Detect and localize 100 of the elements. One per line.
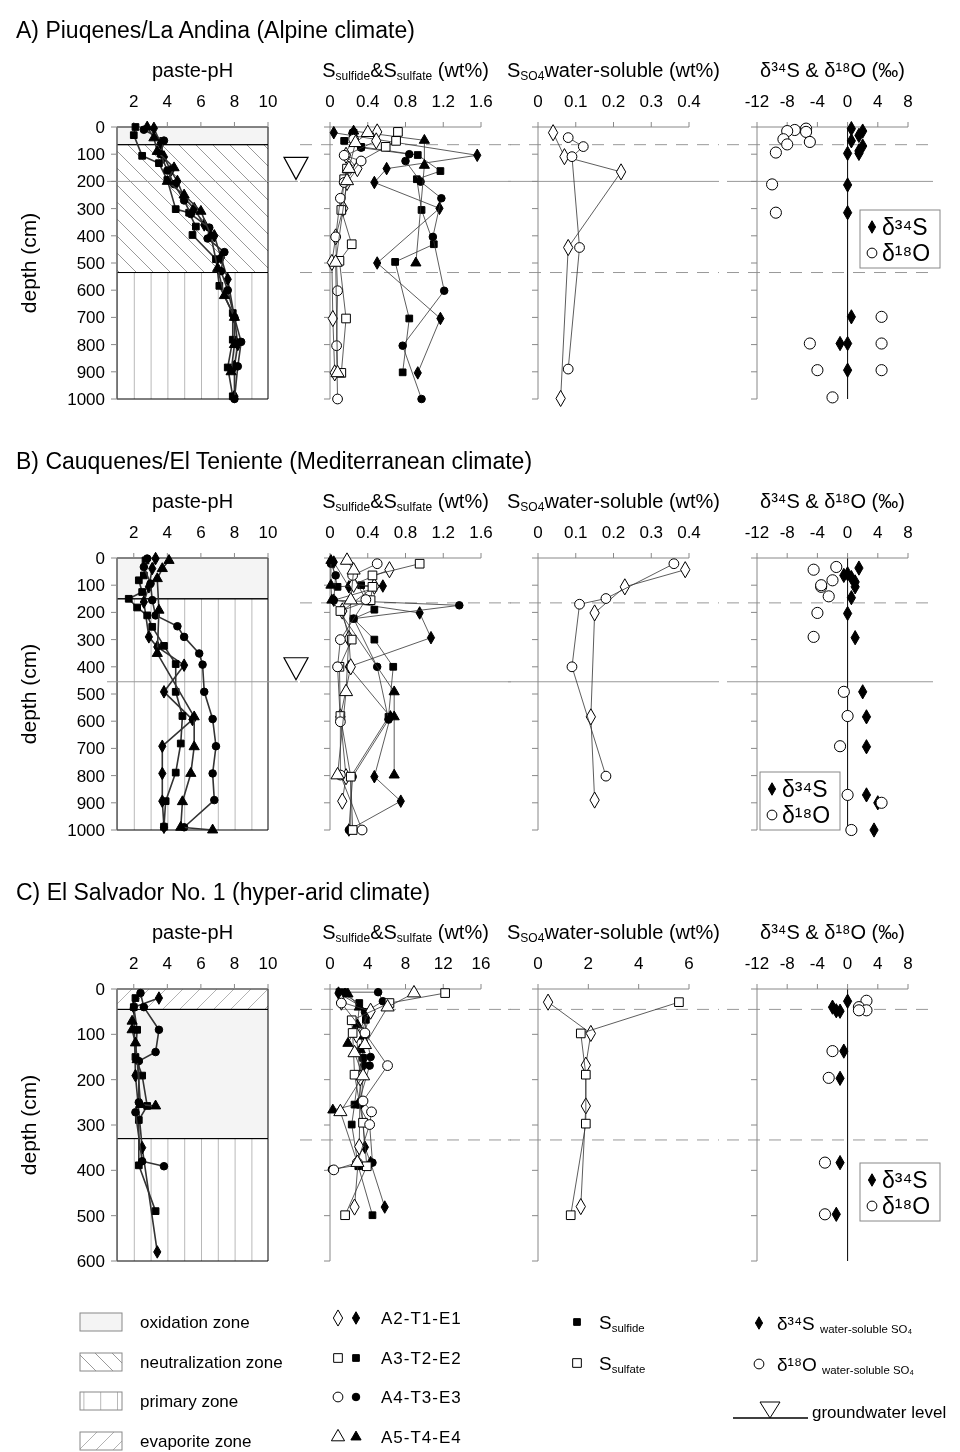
x-axis-title: paste-pH xyxy=(151,59,234,81)
y-tick-label: 800 xyxy=(76,335,105,355)
x-tick-label: 1.2 xyxy=(431,523,456,542)
x-tick-label: 2 xyxy=(129,954,139,973)
x-tick-label: 0 xyxy=(842,954,853,973)
y-tick-label: 200 xyxy=(76,1070,105,1090)
text: A2-T1-E1 xyxy=(381,1309,462,1328)
y-tick-label: 100 xyxy=(76,576,105,596)
x-tick-label: 8 xyxy=(229,523,240,542)
y-tick-label: 0 xyxy=(95,980,105,999)
x-tick-label: 0 xyxy=(325,954,335,973)
x-tick-label: 4 xyxy=(363,954,373,973)
x-tick-label: 0.2 xyxy=(601,523,626,542)
y-tick-label: 600 xyxy=(76,281,105,301)
x-axis-title: δ³⁴S & δ¹⁸O (‰) xyxy=(760,921,905,943)
y-tick-label: 1000 xyxy=(67,390,105,409)
x-tick-label: 8 xyxy=(229,92,240,111)
chart-title: A) Piuqenes/La Andina (Alpine climate) xyxy=(16,17,415,43)
text: oxidation zone xyxy=(140,1313,250,1332)
text: δ³⁴S $_{water-soluble SO₄}$ xyxy=(777,1313,913,1335)
x-axis-title: δ³⁴S & δ¹⁸O (‰) xyxy=(760,490,905,512)
y-tick-label: 200 xyxy=(76,603,105,623)
x-tick-label: 10 xyxy=(258,523,278,542)
x-tick-label: -12 xyxy=(744,523,770,542)
legend-label: δ³⁴S xyxy=(882,214,928,240)
x-tick-label: -12 xyxy=(744,954,770,973)
y-tick-label: 1000 xyxy=(67,821,105,840)
y-tick-label: 900 xyxy=(76,793,105,813)
legend-label: δ¹⁸O xyxy=(782,802,831,828)
y-tick-label: 100 xyxy=(76,1025,105,1045)
x-tick-label: 0.1 xyxy=(563,92,588,111)
x-tick-label: 4 xyxy=(873,954,883,973)
x-tick-label: 0.4 xyxy=(355,92,380,111)
x-tick-label: 6 xyxy=(196,954,206,973)
x-tick-label: 4 xyxy=(162,92,173,111)
x-tick-label: 0.2 xyxy=(601,92,626,111)
y-tick-label: 400 xyxy=(76,1161,105,1181)
x-tick-label: 1.6 xyxy=(469,523,493,542)
x-axis-title: S$_{sulfide}$&S$_{sulfate}$ (wt%) xyxy=(322,59,489,83)
legend-label: δ¹⁸O xyxy=(882,1193,931,1219)
x-axis-title: paste-pH xyxy=(151,921,234,943)
x-tick-label: 0 xyxy=(325,92,335,111)
y-axis-title: depth (cm) xyxy=(17,212,40,314)
x-axis-title: S$_{SO4}$water-soluble (wt%) xyxy=(507,921,720,945)
x-tick-label: -8 xyxy=(779,523,795,542)
x-tick-label: 0.4 xyxy=(677,92,701,111)
x-tick-label: 4 xyxy=(633,954,644,973)
y-axis-title: depth (cm) xyxy=(17,1074,40,1176)
x-tick-label: 8 xyxy=(903,954,913,973)
y-tick-label: 300 xyxy=(76,630,105,650)
y-tick-label: 300 xyxy=(76,199,105,219)
x-tick-label: 1.2 xyxy=(431,92,456,111)
text: primary zone xyxy=(140,1392,239,1411)
y-tick-label: 400 xyxy=(76,657,105,677)
x-tick-label: 0.3 xyxy=(639,523,664,542)
x-tick-label: 2 xyxy=(129,92,139,111)
text: S$_{sulfide}$ xyxy=(599,1312,645,1334)
y-tick-label: 200 xyxy=(76,172,105,192)
y-tick-label: 600 xyxy=(76,712,105,732)
chart-title: B) Cauquenes/El Teniente (Mediterranean climate) xyxy=(16,448,533,474)
y-tick-label: 100 xyxy=(76,145,105,165)
x-tick-label: 6 xyxy=(196,92,206,111)
x-tick-label: 0.4 xyxy=(677,523,701,542)
x-tick-label: 6 xyxy=(196,523,206,542)
x-tick-label: 8 xyxy=(903,92,913,111)
x-tick-label: 12 xyxy=(433,954,453,973)
x-tick-label: 0 xyxy=(533,92,543,111)
x-tick-label: 4 xyxy=(873,523,883,542)
y-tick-label: 500 xyxy=(76,1206,105,1226)
y-tick-label: 0 xyxy=(95,549,105,568)
y-tick-label: 500 xyxy=(76,254,105,273)
y-tick-label: 800 xyxy=(76,766,105,786)
x-tick-label: -8 xyxy=(779,92,795,111)
x-tick-label: 0 xyxy=(533,954,543,973)
text: A5-T4-E4 xyxy=(381,1428,462,1447)
x-tick-label: 2 xyxy=(583,954,594,973)
x-tick-label: 0.8 xyxy=(393,92,418,111)
x-tick-label: 4 xyxy=(162,523,173,542)
y-tick-label: 400 xyxy=(76,226,105,246)
y-tick-label: 700 xyxy=(76,308,105,328)
legend-label: δ³⁴S xyxy=(882,1167,928,1193)
x-tick-label: 0 xyxy=(533,523,543,542)
x-tick-label: 8 xyxy=(903,523,913,542)
y-tick-label: 300 xyxy=(76,1116,105,1135)
chart-title: C) El Salvador No. 1 (hyper-arid climate) xyxy=(16,879,431,905)
y-tick-label: 600 xyxy=(76,1252,105,1271)
x-tick-label: -8 xyxy=(779,954,795,973)
y-axis-title: depth (cm) xyxy=(17,643,40,745)
text: neutralization zone xyxy=(140,1353,283,1372)
x-tick-label: 8 xyxy=(229,954,240,973)
x-tick-label: -4 xyxy=(809,523,825,542)
x-tick-label: 0.4 xyxy=(355,523,380,542)
x-tick-label: 10 xyxy=(258,92,278,111)
x-tick-label: 1.6 xyxy=(469,92,493,111)
x-axis-title: S$_{sulfide}$&S$_{sulfate}$ (wt%) xyxy=(322,921,489,945)
legend-label: δ¹⁸O xyxy=(882,240,931,266)
x-tick-label: 16 xyxy=(471,954,491,973)
x-tick-label: -4 xyxy=(809,92,825,111)
text: evaporite zone xyxy=(140,1432,252,1451)
x-axis-title: δ³⁴S & δ¹⁸O (‰) xyxy=(760,59,905,81)
